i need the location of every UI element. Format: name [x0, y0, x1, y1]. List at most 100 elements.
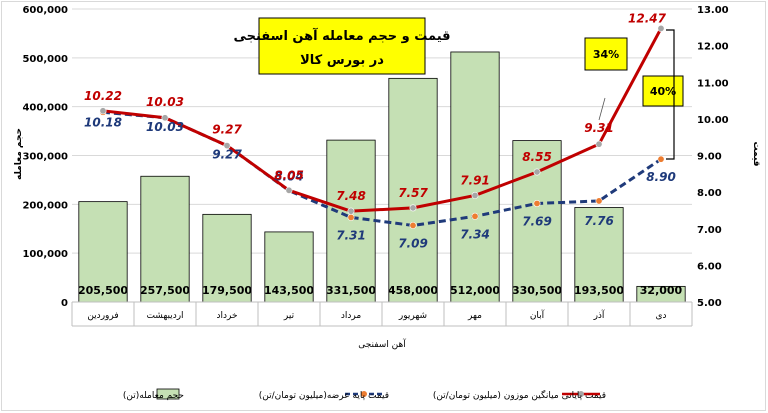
base-price-label: 7.09: [398, 236, 428, 250]
final-price-label: 9.27: [212, 123, 242, 137]
volume-bar-label: 193,500: [574, 284, 624, 297]
chart-title-line2: در بورس کالا: [300, 53, 384, 68]
y-right-tick-label: 12.00: [697, 42, 729, 53]
legend-label-final-price: قیمت پایانی میانگین موزون (میلیون تومان/…: [433, 389, 606, 401]
base-price-label: 10.18: [84, 115, 122, 129]
volume-bar-label: 179,500: [202, 284, 252, 297]
legend-label-base-price: قیمت پایه عرضه(میلیون تومان/تن): [259, 391, 389, 401]
base-price-point: [533, 199, 541, 207]
volume-bar: [326, 139, 376, 303]
x-category-label: خرداد: [216, 311, 237, 321]
x-axis-title: آهن اسفنجی: [358, 338, 406, 350]
base-price-label: 8.04: [274, 170, 304, 184]
y-left-tick-label: 200,000: [22, 200, 68, 211]
x-category-label: آذر: [593, 309, 605, 321]
volume-bar-label: 330,500: [512, 284, 562, 297]
volume-bar-label: 205,500: [78, 284, 128, 297]
annotation-34-box: 34%: [584, 37, 628, 71]
final-price-label: 7.91: [460, 173, 490, 187]
base-price-point: [471, 212, 479, 220]
y-left-tick-label: 300,000: [22, 152, 68, 163]
final-price-label: 9.31: [584, 121, 614, 135]
final-price-point: [471, 191, 479, 199]
y-right-tick-label: 11.00: [697, 78, 729, 89]
base-price-label: 7.31: [336, 228, 366, 242]
x-category-label: اردیبهشت: [146, 311, 183, 321]
legend-label-volume: حجم معامله(تن): [123, 391, 184, 401]
y-axis-right-title: قیمت: [751, 141, 761, 166]
annotation-34-text: 34%: [593, 48, 619, 61]
final-price-point: [347, 207, 355, 215]
final-price-label: 10.03: [146, 95, 184, 109]
base-price-label: 10.03: [146, 120, 184, 134]
base-price-label: 7.69: [522, 214, 552, 228]
volume-bar: [388, 77, 438, 303]
x-category-label: دی: [655, 311, 666, 321]
base-price-label: 7.76: [584, 214, 614, 228]
final-price-point: [595, 140, 603, 148]
y-left-tick-label: 0: [61, 298, 68, 309]
volume-bar: [450, 51, 500, 303]
y-right-tick-label: 6.00: [697, 261, 722, 272]
y-right-tick-label: 7.00: [697, 225, 722, 236]
y-left-tick-label: 500,000: [22, 54, 68, 65]
final-price-label: 7.57: [398, 186, 428, 200]
final-price-label: 7.48: [336, 189, 366, 203]
legend-swatch-volume: [156, 388, 180, 400]
legend-marker-base-price: [361, 391, 367, 397]
base-price-point: [347, 213, 355, 221]
y-right-tick-label: 13.00: [697, 5, 729, 16]
base-price-point: [409, 221, 417, 229]
annotation-leader: [598, 97, 606, 121]
volume-bar: [512, 140, 562, 303]
annotation-40-text: 40%: [650, 85, 676, 98]
y-right-tick-label: 9.00: [697, 152, 722, 163]
volume-bar-label: 143,500: [264, 284, 314, 297]
volume-bar-label: 32,000: [640, 284, 683, 297]
volume-bar-label: 512,000: [450, 284, 500, 297]
final-price-label: 8.55: [522, 150, 552, 164]
annotation-40-box: 40%: [642, 75, 684, 107]
volume-bar-label: 257,500: [140, 284, 190, 297]
x-category-label: تیر: [283, 311, 295, 321]
volume-bar: [140, 175, 190, 303]
base-price-point: [595, 197, 603, 205]
final-price-line: [102, 27, 663, 213]
y-left-tick-label: 100,000: [22, 249, 68, 260]
chart-title-box: قیمت و حجم معامله آهن اسفنجی در بورس کال…: [233, 17, 451, 75]
x-category-label: شهریور: [398, 311, 427, 321]
bar-layer: [78, 51, 686, 303]
label-layer: 205,500 257,500 179,500 143,500 331,500 458,0…: [78, 11, 683, 297]
final-price-point: [223, 142, 231, 150]
x-category-label: آبان: [530, 309, 545, 321]
base-price-label: 7.34: [460, 227, 490, 241]
final-price-label: 8.05: [274, 168, 304, 182]
y-axis-left-title: حجم معامله: [14, 128, 24, 180]
annotation-bracket: [666, 29, 675, 160]
final-price-label: 12.47: [628, 11, 667, 25]
base-price-label: 8.90: [646, 170, 676, 184]
final-price-point: [161, 114, 169, 122]
final-price-point: [533, 168, 541, 176]
volume-bar-label: 458,000: [388, 284, 438, 297]
volume-bar-label: 331,500: [326, 284, 376, 297]
y-left-tick-label: 400,000: [22, 103, 68, 114]
base-price-point: [657, 155, 665, 163]
y-right-tick-label: 5.00: [697, 298, 722, 309]
final-price-point: [285, 186, 293, 194]
y-left-tick-label: 600,000: [22, 5, 68, 16]
axis-layer: 0 100,000 200,000 300,000 400,000 500,000 600,…: [22, 5, 729, 327]
line-layer: [99, 24, 665, 229]
y-right-tick-label: 8.00: [697, 188, 722, 199]
x-category-label: مرداد: [341, 311, 361, 321]
legend: حجم معامله(تن) قیمت پایه عرضه(میلیون توم…: [123, 388, 606, 401]
base-price-label: 9.27: [212, 148, 242, 162]
volume-bar: [264, 231, 314, 303]
final-price-point: [99, 107, 107, 115]
legend-marker-final-price: [578, 391, 584, 397]
y-right-tick-label: 10.00: [697, 115, 729, 126]
volume-bar: [202, 213, 252, 303]
x-category-label: فروردین: [87, 311, 118, 321]
